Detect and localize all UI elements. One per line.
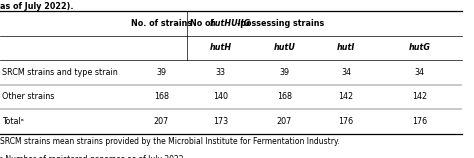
Text: SRCM strains mean strains provided by the Microbial Institute for Fermentation I: SRCM strains mean strains provided by th… [0,137,340,146]
Text: hutU: hutU [273,43,295,52]
Text: 34: 34 [414,68,425,77]
Text: No of: No of [190,19,216,28]
Text: as of July 2022).: as of July 2022). [0,2,73,11]
Text: SRCM strains and type strain: SRCM strains and type strain [2,68,118,77]
Text: Totalᵃ: Totalᵃ [2,117,24,126]
Text: hutG: hutG [409,43,430,52]
Text: 168: 168 [154,92,169,101]
Text: 33: 33 [215,68,226,77]
Text: Other strains: Other strains [2,92,54,101]
Text: 142: 142 [338,92,354,101]
Text: 34: 34 [341,68,351,77]
Text: hutHUIIG: hutHUIIG [210,19,251,28]
Text: 39: 39 [156,68,166,77]
Text: No. of strains: No. of strains [131,19,191,28]
Text: -possessing strains: -possessing strains [237,19,324,28]
Text: 173: 173 [213,117,228,126]
Text: 176: 176 [412,117,427,126]
Text: ᵃ Number of registered genomes as of July 2022.: ᵃ Number of registered genomes as of Jul… [0,155,186,158]
Text: 168: 168 [277,92,292,101]
Text: 207: 207 [154,117,169,126]
Text: hutH: hutH [210,43,231,52]
Text: 142: 142 [412,92,427,101]
Text: hutI: hutI [337,43,355,52]
Text: 207: 207 [277,117,292,126]
Text: 140: 140 [213,92,228,101]
Text: 39: 39 [279,68,290,77]
Text: 176: 176 [338,117,354,126]
